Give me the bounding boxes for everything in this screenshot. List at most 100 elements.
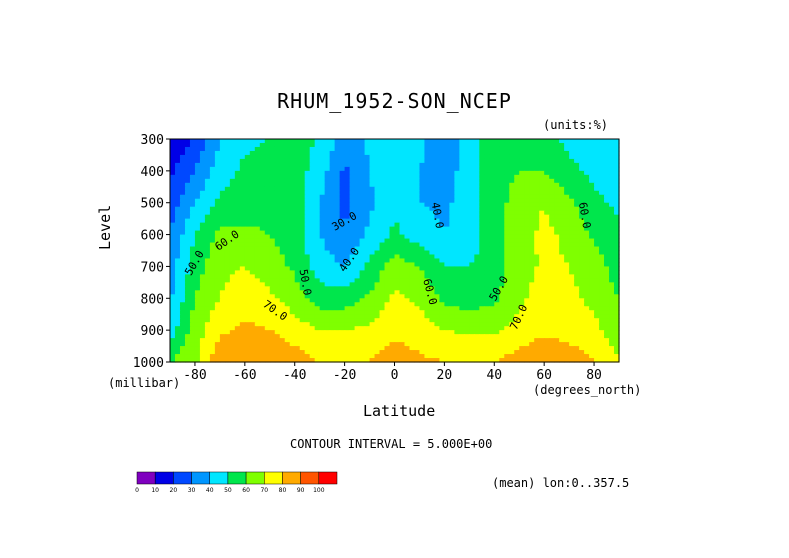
field-cell (524, 354, 530, 359)
field-cell (444, 354, 450, 359)
field-cell (359, 350, 366, 355)
field-cell (269, 210, 276, 216)
field-cell (439, 146, 445, 152)
field-cell (334, 294, 341, 299)
field-cell (284, 306, 291, 311)
field-cell (569, 206, 575, 212)
field-cell (489, 334, 495, 339)
field-cell (544, 238, 550, 244)
field-cell (284, 154, 291, 160)
field-cell (179, 242, 186, 248)
field-cell (409, 294, 416, 299)
field-cell (189, 178, 196, 184)
field-cell (239, 246, 246, 252)
field-cell (479, 318, 485, 323)
field-cell (599, 266, 605, 272)
field-cell (519, 166, 525, 172)
field-cell (299, 218, 306, 224)
field-cell (469, 222, 475, 228)
field-cell (459, 162, 465, 168)
field-cell (349, 310, 356, 315)
field-cell (194, 358, 201, 363)
field-cell (454, 350, 460, 355)
field-cell (404, 326, 411, 331)
field-cell (579, 242, 585, 248)
field-cell (539, 270, 545, 275)
field-cell (434, 334, 440, 339)
field-cell (284, 318, 291, 323)
field-cell (319, 170, 326, 176)
field-cell (429, 178, 436, 184)
field-cell (464, 154, 470, 160)
field-cell (369, 230, 376, 236)
field-cell (299, 146, 306, 152)
field-cell (449, 210, 455, 216)
field-cell (584, 250, 590, 256)
field-cell (519, 202, 525, 208)
field-cell (254, 234, 261, 240)
field-cell (524, 146, 530, 152)
field-cell (569, 222, 575, 228)
field-cell (334, 282, 341, 287)
field-cell (554, 318, 560, 323)
field-cell (499, 226, 505, 232)
field-cell (284, 338, 291, 343)
field-cell (354, 286, 361, 291)
field-cell (419, 182, 426, 188)
field-cell (174, 282, 181, 287)
field-cell (554, 154, 560, 160)
field-cell (219, 234, 226, 240)
field-cell (299, 282, 306, 287)
field-cell (564, 286, 570, 291)
field-cell (174, 210, 181, 216)
field-cell (504, 254, 510, 260)
field-cell (504, 170, 510, 176)
field-cell (414, 246, 421, 252)
field-cell (249, 242, 256, 248)
field-cell (454, 222, 460, 228)
field-cell (379, 166, 386, 172)
field-cell (304, 262, 311, 268)
field-cell (234, 250, 241, 256)
field-cell (504, 306, 510, 311)
field-cell (584, 274, 590, 279)
field-cell (299, 210, 306, 216)
field-cell (529, 258, 535, 264)
field-cell (194, 346, 201, 351)
field-cell (329, 250, 336, 256)
field-cell (299, 222, 306, 228)
field-cell (539, 322, 545, 327)
field-cell (494, 214, 500, 220)
field-cell (299, 266, 306, 272)
field-cell (529, 342, 535, 347)
field-cell (579, 206, 585, 212)
field-cell (284, 246, 291, 252)
field-cell (170, 270, 176, 275)
field-cell (609, 234, 615, 240)
field-cell (429, 214, 436, 220)
field-cell (434, 178, 440, 184)
field-cell (504, 226, 510, 232)
field-cell (514, 266, 520, 272)
field-cell (379, 226, 386, 232)
field-cell (339, 174, 346, 180)
field-cell (359, 270, 366, 275)
field-cell (494, 354, 500, 359)
field-cell (579, 234, 585, 240)
field-cell (594, 166, 600, 172)
field-cell (289, 326, 296, 331)
field-cell (494, 174, 500, 180)
field-cell (419, 282, 426, 287)
field-cell (329, 334, 336, 339)
field-cell (294, 262, 301, 268)
field-cell (449, 174, 455, 180)
field-cell (574, 178, 580, 184)
field-cell (209, 174, 216, 180)
field-cell (354, 162, 361, 168)
field-cell (599, 222, 605, 228)
field-cell (579, 258, 585, 264)
field-cell (369, 290, 376, 295)
field-cell (504, 302, 510, 307)
field-cell (279, 338, 286, 343)
field-cell (244, 222, 251, 228)
